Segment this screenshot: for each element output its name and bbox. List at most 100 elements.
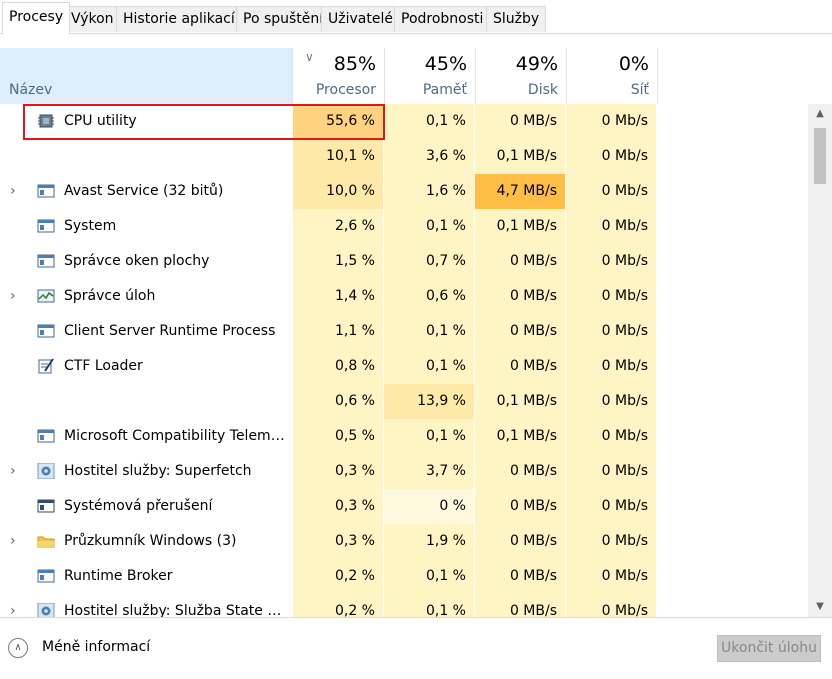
memory-value: 0,1 % — [384, 349, 474, 384]
process-name: CTF Loader — [64, 358, 143, 374]
cpu-value: 1,5 % — [293, 244, 383, 279]
process-name: Avast Service (32 bitů) — [64, 183, 224, 199]
table-row[interactable]: Client Server Runtime Process 1,1 % 0,1 % 0… — [0, 314, 808, 349]
network-value: 0 Mb/s — [566, 489, 656, 524]
disk-value: 0 MB/s — [475, 454, 565, 489]
column-cpu[interactable]: ∨ 85% Procesor — [293, 48, 385, 104]
disk-value: 0 MB/s — [475, 104, 565, 139]
end-task-button[interactable]: Ukončit úlohu — [717, 635, 821, 662]
table-row[interactable]: Správce oken plochy 1,5 % 0,7 % 0 MB/s 0 Mb/… — [0, 244, 808, 279]
network-value: 0 Mb/s — [566, 559, 656, 594]
chevron-right-icon[interactable]: › — [10, 533, 16, 549]
network-value: 0 Mb/s — [566, 139, 656, 174]
cpu-value: 0,5 % — [293, 419, 383, 454]
cpu-value: 2,6 % — [293, 209, 383, 244]
window-dark-icon — [37, 498, 55, 514]
disk-value: 0,1 MB/s — [475, 384, 565, 419]
tab-app-history[interactable]: Historie aplikací — [116, 6, 242, 32]
network-value: 0 Mb/s — [566, 174, 656, 209]
vertical-scrollbar[interactable]: ▲ ▼ — [808, 104, 832, 617]
table-row[interactable]: CPU utility 55,6 % 0,1 % 0 MB/s 0 Mb/s — [0, 104, 808, 139]
table-row[interactable]: Systémová přerušení 0,3 % 0 % 0 MB/s 0 Mb/s — [0, 489, 808, 524]
tab-processes[interactable]: Procesy — [2, 2, 71, 34]
process-name: Client Server Runtime Process — [64, 323, 276, 339]
disk-value: 0 MB/s — [475, 279, 565, 314]
process-name-cell: › Správce úloh — [0, 279, 292, 314]
less-info-label: Méně informací — [42, 639, 151, 655]
column-disk[interactable]: 49% Disk — [475, 48, 567, 104]
process-name-cell — [0, 139, 292, 174]
memory-value: 1,6 % — [384, 174, 474, 209]
window-icon — [37, 183, 55, 199]
disk-value: 0,1 MB/s — [475, 139, 565, 174]
chevron-right-icon[interactable]: › — [10, 603, 16, 617]
disk-total: 49% — [515, 53, 558, 75]
table-row[interactable]: Microsoft Compatibility Teleme... 0,5 % 0,… — [0, 419, 808, 454]
cpu-total: 85% — [333, 53, 376, 75]
window-icon — [37, 568, 55, 584]
sort-chevron-icon: ∨ — [305, 50, 314, 64]
column-memory[interactable]: 45% Paměť — [384, 48, 476, 104]
cpu-value: 0,6 % — [293, 384, 383, 419]
chevron-right-icon[interactable]: › — [10, 183, 16, 199]
network-value: 0 Mb/s — [566, 419, 656, 454]
network-value: 0 Mb/s — [566, 349, 656, 384]
window-icon — [37, 253, 55, 269]
folder-icon — [37, 533, 55, 549]
network-value: 0 Mb/s — [566, 104, 656, 139]
tab-services[interactable]: Služby — [486, 6, 547, 32]
table-row[interactable]: CTF Loader 0,8 % 0,1 % 0 MB/s 0 Mb/s — [0, 349, 808, 384]
process-name-cell: › Hostitel služby: Služba State Re... — [0, 594, 292, 617]
tab-performance[interactable]: Výkon — [64, 6, 121, 32]
table-row[interactable]: › Avast Service (32 bitů) 10,0 % 1,6 % 4,7 M… — [0, 174, 808, 209]
table-row[interactable]: Runtime Broker 0,2 % 0,1 % 0 MB/s 0 Mb/s — [0, 559, 808, 594]
memory-value: 0,7 % — [384, 244, 474, 279]
table-row[interactable]: 0,6 % 13,9 % 0,1 MB/s 0 Mb/s — [0, 384, 808, 419]
cpu-value: 0,8 % — [293, 349, 383, 384]
memory-value: 0,1 % — [384, 104, 474, 139]
process-name-cell: Systémová přerušení — [0, 489, 292, 524]
network-total: 0% — [618, 53, 649, 75]
cpu-value: 0,2 % — [293, 559, 383, 594]
column-name[interactable]: Název — [0, 48, 293, 104]
scroll-down-icon[interactable]: ▼ — [816, 601, 824, 612]
memory-value: 0 % — [384, 489, 474, 524]
column-name-label: Název — [9, 82, 53, 98]
table-row[interactable]: › Hostitel služby: Služba State Re... 0,2 … — [0, 594, 808, 617]
window-icon — [37, 218, 55, 234]
table-row[interactable]: 10,1 % 3,6 % 0,1 MB/s 0 Mb/s — [0, 139, 808, 174]
network-value: 0 Mb/s — [566, 279, 656, 314]
table-row[interactable]: System 2,6 % 0,1 % 0,1 MB/s 0 Mb/s — [0, 209, 808, 244]
process-name-cell: › Průzkumník Windows (3) — [0, 524, 292, 559]
network-value: 0 Mb/s — [566, 384, 656, 419]
process-name-cell: CTF Loader — [0, 349, 292, 384]
process-name-cell — [0, 384, 292, 419]
tab-bar: Procesy Výkon Historie aplikací Po spušt… — [0, 0, 832, 34]
scroll-thumb[interactable] — [814, 128, 826, 184]
memory-total: 45% — [424, 53, 467, 75]
table-row[interactable]: › Hostitel služby: Superfetch 0,3 % 3,7 % 0 … — [0, 454, 808, 489]
footer: ∧ Méně informací Ukončit úlohu — [0, 617, 832, 679]
tab-details[interactable]: Podrobnosti — [394, 6, 491, 32]
process-name: Průzkumník Windows (3) — [64, 533, 237, 549]
pen-icon — [37, 358, 55, 374]
process-name: Runtime Broker — [64, 568, 173, 584]
chevron-right-icon[interactable]: › — [10, 463, 16, 479]
table-row[interactable]: › Průzkumník Windows (3) 0,3 % 1,9 % 0 MB/s 0… — [0, 524, 808, 559]
scroll-up-icon[interactable]: ▲ — [816, 108, 824, 119]
process-name: CPU utility — [64, 113, 137, 129]
process-name-cell: › Avast Service (32 bitů) — [0, 174, 292, 209]
table-row[interactable]: › Správce úloh 1,4 % 0,6 % 0 MB/s 0 Mb/s — [0, 279, 808, 314]
cpu-value: 0,3 % — [293, 524, 383, 559]
disk-value: 4,7 MB/s — [475, 174, 565, 209]
disk-value: 0 MB/s — [475, 524, 565, 559]
cpu-value: 1,1 % — [293, 314, 383, 349]
process-name: System — [64, 218, 117, 234]
tab-users[interactable]: Uživatelé — [321, 6, 400, 32]
network-value: 0 Mb/s — [566, 454, 656, 489]
process-name-cell: Správce oken plochy — [0, 244, 292, 279]
disk-label: Disk — [527, 82, 558, 98]
tab-startup[interactable]: Po spuštění — [236, 6, 331, 32]
chevron-right-icon[interactable]: › — [10, 288, 16, 304]
column-network[interactable]: 0% Síť — [566, 48, 658, 104]
